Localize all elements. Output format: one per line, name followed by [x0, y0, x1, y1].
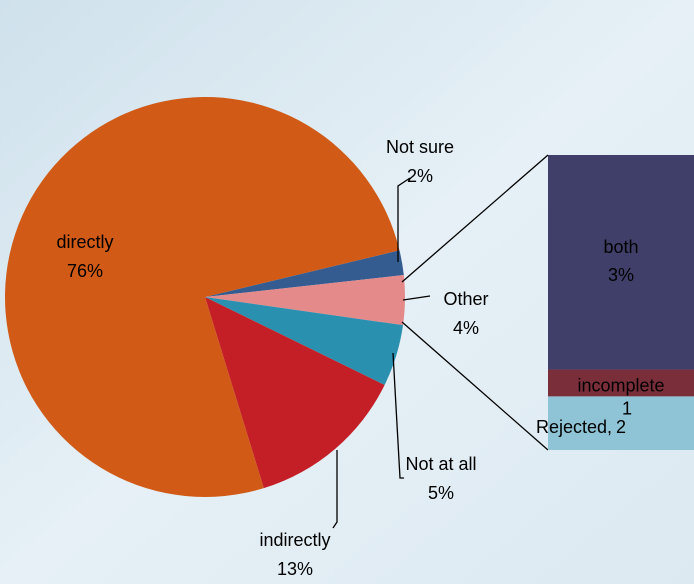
segment-label: both [603, 237, 638, 257]
segment-label: incomplete [577, 376, 664, 396]
leader-line [402, 295, 431, 301]
segment-label: Rejected, [536, 417, 612, 437]
connector-line [401, 154, 549, 283]
slice-label: indirectly [259, 530, 330, 550]
slice-value: 2% [407, 166, 433, 186]
pie-slice [5, 96, 400, 497]
bar-segment [548, 155, 694, 370]
pie-slice [205, 250, 404, 297]
leader-lines [332, 154, 549, 529]
pie-slice [205, 297, 385, 489]
slice-label: Other [443, 289, 488, 309]
leader-line [332, 450, 338, 529]
slice-value: 76% [67, 261, 103, 281]
bar-segment [548, 369, 694, 397]
slice-label: Not at all [405, 454, 476, 474]
segment-value: 1 [622, 399, 632, 419]
slice-value: 4% [453, 318, 479, 338]
slice-label: directly [56, 232, 113, 252]
segment-value: 3% [608, 265, 634, 285]
pie-slice [205, 297, 404, 385]
bar-segment [548, 396, 694, 450]
segment-value: 2 [616, 417, 626, 437]
slice-label: Not sure [386, 137, 454, 157]
pie-slice [205, 275, 405, 326]
connector-line [401, 321, 549, 451]
leader-line [392, 352, 404, 479]
slice-value: 13% [277, 559, 313, 579]
slice-value: 5% [428, 483, 454, 503]
leader-line [397, 177, 411, 262]
